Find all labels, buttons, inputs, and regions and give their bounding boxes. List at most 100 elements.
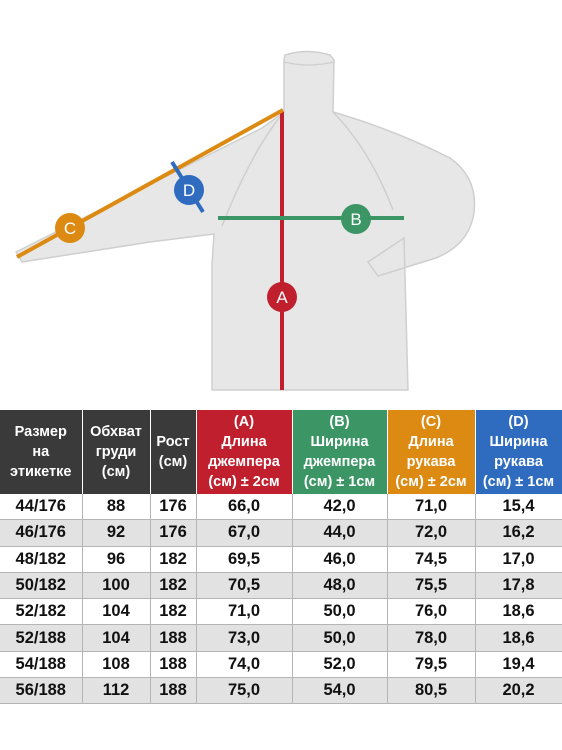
table-cell: 92 bbox=[82, 519, 151, 547]
table-cell: 100 bbox=[82, 572, 151, 600]
column-header-line: Рост bbox=[156, 434, 190, 450]
table-cell: 188 bbox=[150, 651, 197, 679]
table-cell: 50,0 bbox=[292, 598, 388, 626]
table-row: 56/188 112 188 75,0 54,0 80,5 20,2 bbox=[0, 677, 562, 705]
marker-c: C bbox=[55, 213, 85, 243]
marker-c-label: C bbox=[64, 219, 76, 238]
table-row: 52/182 104 182 71,0 50,0 76,0 18,6 bbox=[0, 598, 562, 626]
table-cell: 182 bbox=[150, 598, 197, 626]
table-cell: 52/182 bbox=[0, 598, 83, 626]
table-cell: 46/176 bbox=[0, 519, 83, 547]
table-cell: 80,5 bbox=[387, 677, 476, 705]
table-cell: 74,0 bbox=[196, 651, 293, 679]
table-cell: 66,0 bbox=[196, 494, 293, 521]
marker-a-label: A bbox=[276, 288, 288, 307]
column-header-line: на bbox=[32, 444, 50, 460]
column-header: Рост (см) bbox=[150, 410, 197, 494]
table-header-row: Размер на этикетке Обхват груди (см) Рост (см) (… bbox=[0, 410, 562, 494]
column-header-line: (см) ± 2см bbox=[208, 474, 280, 490]
table-cell: 46,0 bbox=[292, 546, 388, 573]
table-cell: 52/188 bbox=[0, 624, 83, 652]
table-cell: 78,0 bbox=[387, 624, 476, 652]
table-row: 52/188 104 188 73,0 50,0 78,0 18,6 bbox=[0, 624, 562, 652]
column-header-line: (см) bbox=[158, 454, 188, 470]
table-cell: 56/188 bbox=[0, 677, 83, 705]
column-header-line: Ширина bbox=[310, 434, 369, 450]
table-cell: 48/182 bbox=[0, 546, 83, 573]
column-header: (C) Длина рукава (см) ± 2см bbox=[387, 410, 476, 494]
column-header: Обхват груди (см) bbox=[82, 410, 151, 494]
column-header-line: (см) bbox=[101, 464, 131, 480]
garment-diagram: C D B A bbox=[14, 50, 476, 391]
marker-b-label: B bbox=[350, 210, 361, 229]
table-cell: 73,0 bbox=[196, 624, 293, 652]
table-cell: 75,0 bbox=[196, 677, 293, 705]
table-row: 54/188 108 188 74,0 52,0 79,5 19,4 bbox=[0, 651, 562, 679]
table-cell: 16,2 bbox=[475, 519, 562, 547]
column-header-line: (см) ± 2см bbox=[395, 474, 467, 490]
column-header-line: (A) bbox=[233, 414, 255, 430]
table-cell: 50,0 bbox=[292, 624, 388, 652]
table-cell: 17,0 bbox=[475, 546, 562, 573]
table-row: 48/182 96 182 69,5 46,0 74,5 17,0 bbox=[0, 546, 562, 573]
collar-fold bbox=[283, 61, 335, 66]
table-cell: 44,0 bbox=[292, 519, 388, 547]
table-cell: 19,4 bbox=[475, 651, 562, 679]
table-cell: 54,0 bbox=[292, 677, 388, 705]
table-cell: 88 bbox=[82, 494, 151, 521]
table-cell: 50/182 bbox=[0, 572, 83, 600]
column-header-line: Обхват bbox=[90, 424, 142, 440]
column-header-line: Длина bbox=[221, 434, 267, 450]
table-cell: 70,5 bbox=[196, 572, 293, 600]
table-cell: 79,5 bbox=[387, 651, 476, 679]
marker-a: A bbox=[267, 282, 297, 312]
table-cell: 108 bbox=[82, 651, 151, 679]
table-cell: 20,2 bbox=[475, 677, 562, 705]
column-header: Размер на этикетке bbox=[0, 410, 83, 494]
column-header-line: (C) bbox=[420, 414, 442, 430]
table-cell: 182 bbox=[150, 546, 197, 573]
column-header: (D) Ширина рукава (см) ± 1см bbox=[475, 410, 562, 494]
column-header-line: рукава bbox=[494, 454, 543, 470]
table-row: 46/176 92 176 67,0 44,0 72,0 16,2 bbox=[0, 519, 562, 547]
table-cell: 104 bbox=[82, 598, 151, 626]
table-cell: 52,0 bbox=[292, 651, 388, 679]
column-header-line: (B) bbox=[329, 414, 350, 430]
table-cell: 48,0 bbox=[292, 572, 388, 600]
table-cell: 188 bbox=[150, 624, 197, 652]
table-cell: 188 bbox=[150, 677, 197, 705]
column-header-line: джемпера bbox=[208, 454, 280, 470]
column-header-line: Ширина bbox=[489, 434, 548, 450]
column-header-line: джемпера bbox=[303, 454, 376, 470]
table-cell: 69,5 bbox=[196, 546, 293, 573]
column-header-line: Размер bbox=[14, 424, 67, 440]
table-cell: 182 bbox=[150, 572, 197, 600]
marker-d-label: D bbox=[183, 181, 195, 200]
column-header-line: рукава bbox=[406, 454, 456, 470]
table-row: 44/176 88 176 66,0 42,0 71,0 15,4 bbox=[0, 494, 562, 521]
table-cell: 44/176 bbox=[0, 494, 83, 521]
marker-b: B bbox=[341, 204, 371, 234]
table-cell: 71,0 bbox=[387, 494, 476, 521]
size-chart-table: Размер на этикетке Обхват груди (см) Рост (см) (… bbox=[0, 410, 562, 705]
table-cell: 75,5 bbox=[387, 572, 476, 600]
raglan-seam-left bbox=[221, 111, 285, 227]
table-body: 44/176 88 176 66,0 42,0 71,0 15,4 46/176 92 176 67… bbox=[0, 494, 562, 705]
table-cell: 18,6 bbox=[475, 624, 562, 652]
table-cell: 176 bbox=[150, 519, 197, 547]
table-cell: 54/188 bbox=[0, 651, 83, 679]
table-cell: 72,0 bbox=[387, 519, 476, 547]
table-cell: 67,0 bbox=[196, 519, 293, 547]
table-cell: 17,8 bbox=[475, 572, 562, 600]
table-cell: 74,5 bbox=[387, 546, 476, 573]
column-header-line: (D) bbox=[508, 414, 529, 430]
table-cell: 96 bbox=[82, 546, 151, 573]
column-header-line: Длина bbox=[408, 434, 454, 450]
column-header-line: груди bbox=[95, 444, 137, 460]
table-cell: 112 bbox=[82, 677, 151, 705]
table-cell: 176 bbox=[150, 494, 197, 521]
column-header-line: (см) ± 1см bbox=[482, 474, 555, 490]
table-cell: 42,0 bbox=[292, 494, 388, 521]
column-header-line: (см) ± 1см bbox=[303, 474, 376, 490]
table-cell: 71,0 bbox=[196, 598, 293, 626]
